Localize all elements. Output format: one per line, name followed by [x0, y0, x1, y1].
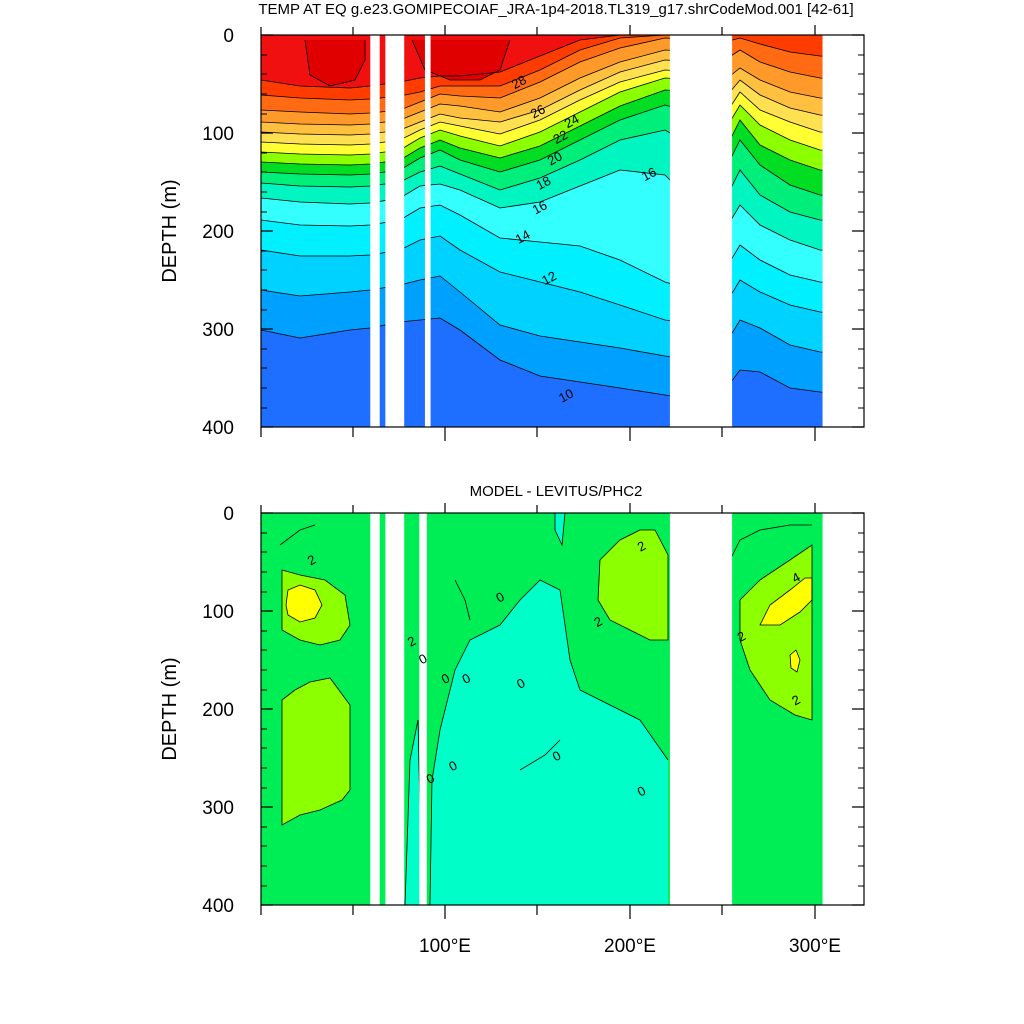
temp-contour-label-6: 16	[530, 197, 550, 217]
temp-land-gap-1	[385, 35, 405, 427]
diff-band-yellow-2	[760, 578, 812, 625]
diff-ytick-100: 100	[202, 602, 234, 623]
temp-ytick-0: 0	[223, 26, 234, 47]
temp-y-axis-label: DEPTH (m)	[159, 179, 181, 282]
temp-y-axis: 0 100 200 300 400 DEPTH (m)	[159, 26, 864, 439]
diff-ytick-400: 400	[202, 896, 234, 917]
temp-x-axis	[260, 25, 816, 441]
temp-contour-label-7: 16	[639, 164, 659, 184]
temp-contour-label-2: 24	[562, 111, 582, 131]
temp-contour-label-5: 18	[534, 173, 554, 193]
temp-contour-label-8: 14	[513, 227, 533, 247]
temp-panel: TEMP AT EQ g.e23.GOMIPECOIAF_JRA-1p4-201…	[159, 1, 865, 441]
temp-contour-label-9: 12	[539, 268, 559, 288]
diff-band-yellow-1	[286, 585, 322, 622]
temp-bands	[261, 35, 864, 427]
diff-ytick-0: 0	[223, 504, 234, 525]
temp-land-mask	[370, 35, 864, 427]
diff-land-gap-3	[669, 513, 733, 905]
temp-ytick-200: 200	[202, 222, 234, 243]
temp-land-gap-0	[370, 35, 380, 427]
temp-panel-title: TEMP AT EQ g.e23.GOMIPECOIAF_JRA-1p4-201…	[258, 1, 853, 18]
diff-contour-lines	[279, 513, 813, 905]
diff-bands	[261, 513, 864, 905]
diff-ytick-200: 200	[202, 700, 234, 721]
diff-land-gap-0	[370, 513, 380, 905]
diff-band-pos-1	[282, 678, 350, 825]
diff-land-gap-2	[419, 513, 427, 905]
temp-contour-label-0: 28	[509, 72, 529, 92]
temp-land-gap-3	[669, 35, 733, 427]
diff-xtick-200E: 200°E	[604, 936, 656, 957]
temp-ytick-400: 400	[202, 418, 234, 439]
temp-ytick-300: 300	[202, 320, 234, 341]
temp-land-gap-2	[424, 35, 431, 427]
diff-xtick-300E: 300°E	[789, 936, 841, 957]
diff-panel: MODEL - LEVITUS/PHC2	[159, 483, 865, 957]
temp-contour-label-1: 26	[528, 101, 548, 121]
diff-y-axis-label: DEPTH (m)	[159, 657, 181, 760]
diff-y-axis: 0 100 200 300 400 DEPTH (m)	[159, 504, 864, 917]
diff-xtick-100E: 100°E	[419, 936, 471, 957]
diff-land-gap-1	[385, 513, 405, 905]
diff-ytick-300: 300	[202, 798, 234, 819]
diff-band-neg	[430, 580, 668, 905]
temp-contour-label-4: 20	[545, 148, 565, 168]
diff-panel-title: MODEL - LEVITUS/PHC2	[470, 483, 643, 500]
temp-ytick-100: 100	[202, 124, 234, 145]
temp-contour-label-3: 22	[550, 127, 570, 147]
diff-band-neg-2	[405, 720, 422, 905]
diff-x-axis: 100°E 200°E 300°E	[260, 503, 841, 957]
temp-band-26	[305, 40, 510, 86]
diff-band-yellow-3	[790, 650, 800, 672]
diff-band-pos-3	[598, 530, 668, 640]
temp-contour-label-10: 10	[556, 386, 576, 406]
diff-land-mask	[370, 513, 864, 905]
